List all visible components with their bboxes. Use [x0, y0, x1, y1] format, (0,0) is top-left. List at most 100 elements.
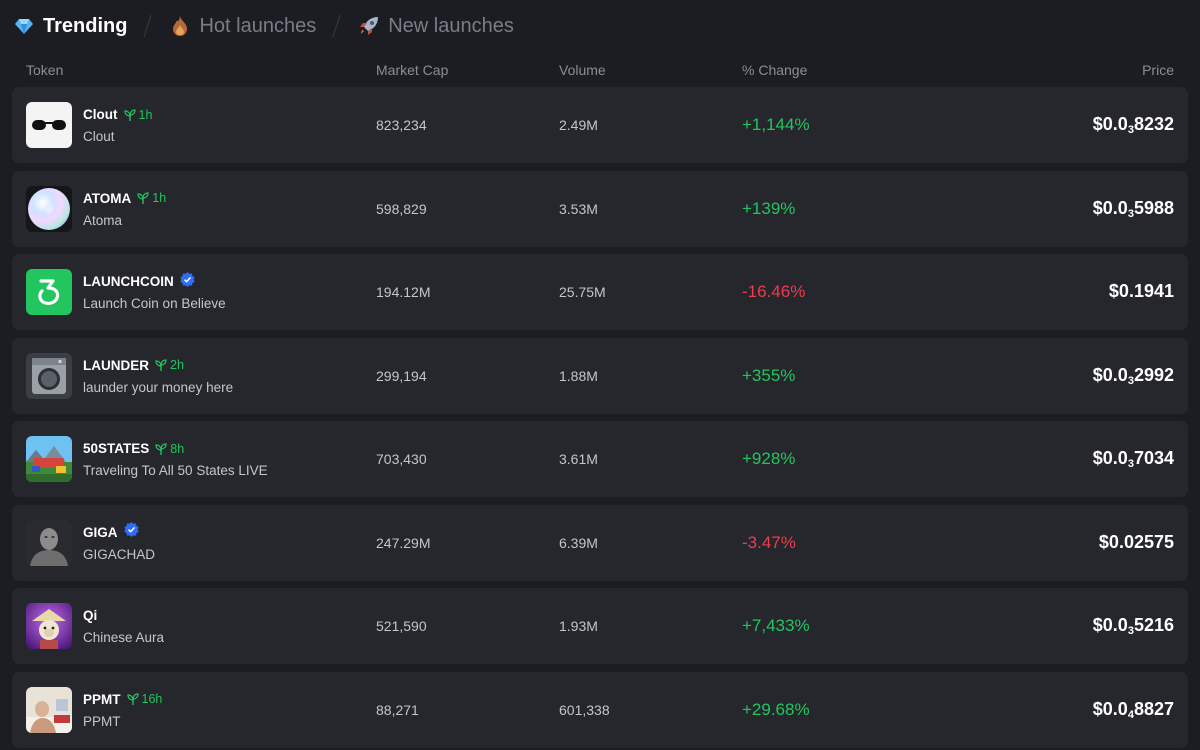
- price-value: $0.035216: [1092, 615, 1174, 637]
- token-name: Traveling To All 50 States LIVE: [83, 463, 268, 478]
- token-age: 8h: [155, 442, 184, 456]
- change-value: -3.47%: [742, 532, 796, 552]
- change-value: +7,433%: [742, 616, 810, 635]
- gem-icon: [14, 16, 34, 36]
- price-value: $0.1941: [1108, 281, 1174, 301]
- market-cap-value: 88,271: [376, 701, 419, 718]
- column-token[interactable]: Token: [26, 62, 64, 78]
- token-row[interactable]: LAUNDER 2h launder your money here 299,1…: [12, 337, 1188, 414]
- token-avatar: [26, 686, 72, 733]
- volume-value: 2.49M: [559, 117, 598, 133]
- token-symbol: PPMT: [83, 691, 121, 707]
- token-symbol: ATOMA: [83, 190, 132, 206]
- tab-label: Hot launches: [199, 14, 317, 37]
- token-age-text: 1h: [152, 191, 167, 205]
- token-name: Clout: [83, 129, 115, 144]
- market-cap-value: 194.12M: [376, 284, 431, 300]
- volume-value: 25.75M: [559, 284, 606, 300]
- change-value: +1,144%: [742, 115, 810, 134]
- token-name: Launch Coin on Believe: [83, 296, 226, 311]
- verified-icon: [180, 271, 195, 292]
- table-header: Token Market Cap Volume % Change Price: [26, 62, 1174, 80]
- token-age-text: 1h: [138, 107, 153, 122]
- token-row[interactable]: Clout 1h Clout 823,234 2.49M +1,144% $0.…: [12, 87, 1188, 163]
- volume-value: 6.39M: [559, 534, 598, 551]
- token-age-text: 8h: [170, 441, 185, 456]
- change-value: +355%: [742, 365, 796, 385]
- tab-new-launches[interactable]: New launches: [359, 15, 514, 38]
- column-price[interactable]: Price: [1142, 62, 1174, 78]
- tab-divider: [332, 15, 341, 37]
- volume-value: 3.61M: [559, 451, 598, 467]
- token-name: Chinese Aura: [83, 630, 165, 645]
- tab-divider: [143, 15, 153, 37]
- token-avatar: [26, 519, 72, 566]
- price-value: $0.035988: [1092, 197, 1174, 220]
- change-value: +139%: [742, 198, 796, 218]
- token-age-text: 2h: [170, 358, 184, 372]
- token-avatar: [26, 603, 72, 649]
- column-change[interactable]: % Change: [742, 62, 808, 78]
- change-value: +29.68%: [742, 699, 810, 719]
- sprout-icon: [137, 192, 149, 204]
- token-row[interactable]: LAUNCHCOIN Launch Coin on Believe 194.12…: [12, 254, 1188, 330]
- token-name: PPMT: [83, 713, 121, 729]
- token-avatar: [26, 269, 72, 315]
- sprout-icon: [155, 359, 167, 371]
- token-row[interactable]: 50STATES 8h Traveling To All 50 States L…: [12, 421, 1188, 497]
- token-avatar: [26, 185, 72, 232]
- market-cap-value: 299,194: [376, 367, 427, 384]
- token-symbol: LAUNDER: [83, 357, 149, 373]
- tab-hot-launches[interactable]: Hot launches: [170, 15, 316, 38]
- price-value: $0.02575: [1098, 531, 1174, 552]
- price-value: $0.032992: [1092, 364, 1174, 387]
- token-symbol: 50STATES: [83, 441, 150, 456]
- volume-value: 601,338: [559, 701, 610, 718]
- market-cap-value: 823,234: [376, 117, 427, 133]
- price-value: $0.037034: [1092, 448, 1174, 470]
- market-cap-value: 521,590: [376, 618, 427, 634]
- token-symbol: LAUNCHCOIN: [83, 274, 174, 289]
- token-age: 1h: [137, 191, 166, 205]
- token-row[interactable]: GIGA GIGACHAD 247.29M 6.39M -3.47% $0.02…: [12, 504, 1188, 581]
- token-age: 2h: [155, 358, 184, 372]
- volume-value: 3.53M: [559, 200, 598, 217]
- volume-value: 1.93M: [559, 618, 598, 634]
- tab-trending[interactable]: Trending: [14, 15, 127, 38]
- market-cap-value: 598,829: [376, 200, 427, 217]
- column-volume[interactable]: Volume: [559, 62, 606, 78]
- tab-label: Trending: [43, 14, 128, 37]
- token-avatar: [26, 436, 72, 482]
- token-name: launder your money here: [83, 379, 234, 395]
- change-value: -16.46%: [742, 282, 806, 301]
- token-name: Atoma: [83, 212, 123, 228]
- token-symbol: Qi: [83, 608, 98, 623]
- sprout-icon: [155, 442, 167, 455]
- token-avatar: [26, 102, 72, 148]
- tab-label: New launches: [388, 14, 514, 37]
- token-name: GIGACHAD: [83, 546, 156, 562]
- token-row[interactable]: Qi Chinese Aura 521,590 1.93M +7,433% $0…: [12, 588, 1188, 664]
- column-market-cap[interactable]: Market Cap: [376, 62, 449, 78]
- market-cap-value: 247.29M: [376, 534, 431, 551]
- sprout-icon: [126, 693, 139, 705]
- volume-value: 1.88M: [559, 367, 598, 384]
- verified-icon: [123, 522, 139, 542]
- token-row[interactable]: PPMT 16h PPMT 88,271 601,338 +29.68% $0.…: [12, 671, 1188, 748]
- launch-tabs: Trending Hot launches New launches: [14, 8, 514, 44]
- fire-icon: [170, 16, 190, 36]
- market-cap-value: 703,430: [376, 451, 427, 467]
- rocket-icon: [359, 16, 379, 36]
- price-value: $0.048827: [1092, 698, 1174, 721]
- change-value: +928%: [742, 449, 796, 468]
- token-age: 16h: [126, 692, 163, 706]
- token-row[interactable]: ATOMA 1h Atoma 598,829 3.53M +139% $0.03…: [12, 170, 1188, 247]
- token-age: 1h: [123, 107, 153, 122]
- sprout-icon: [123, 108, 136, 121]
- token-symbol: GIGA: [83, 524, 118, 540]
- token-age-text: 16h: [141, 692, 163, 706]
- token-avatar: [26, 352, 72, 399]
- token-symbol: Clout: [83, 107, 118, 122]
- price-value: $0.038232: [1092, 114, 1174, 136]
- token-list: Clout 1h Clout 823,234 2.49M +1,144% $0.…: [12, 87, 1188, 750]
